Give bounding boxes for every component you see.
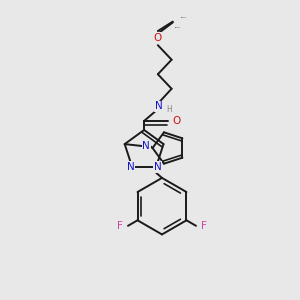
Text: N: N	[154, 162, 162, 172]
Text: F: F	[117, 221, 123, 231]
Text: N: N	[142, 141, 150, 151]
Text: N: N	[155, 101, 163, 111]
Text: methoxy: methoxy	[181, 17, 187, 19]
Text: H: H	[166, 105, 172, 114]
Text: F: F	[201, 221, 207, 231]
Text: N: N	[127, 162, 134, 172]
Text: O: O	[172, 116, 180, 126]
Text: methoxy: methoxy	[175, 26, 182, 28]
Text: O: O	[154, 33, 162, 43]
